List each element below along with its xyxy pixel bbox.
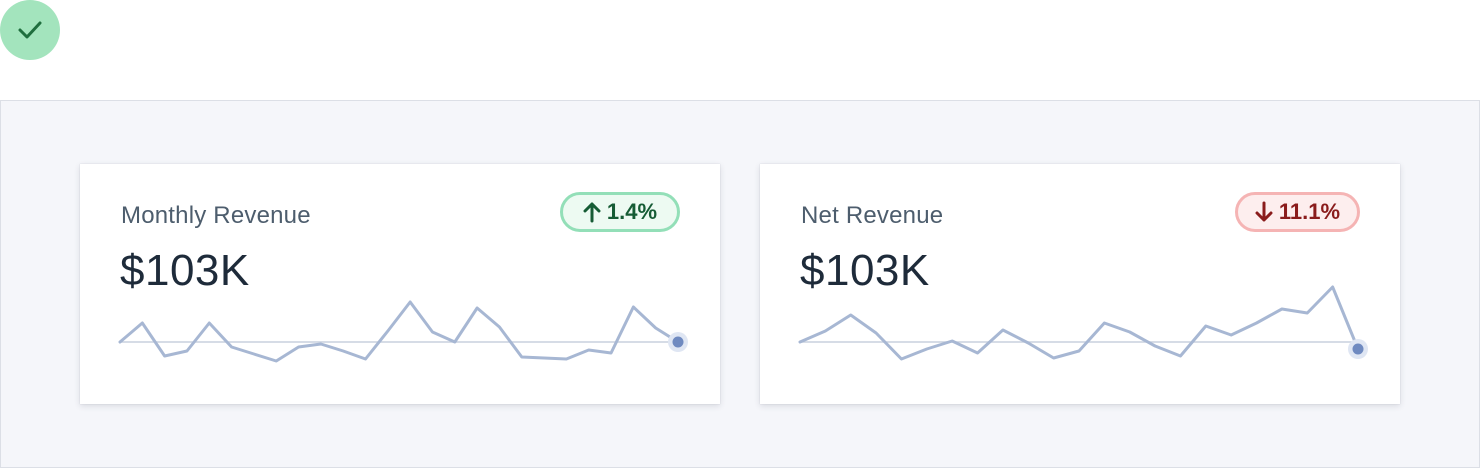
- sparkline-chart: [118, 300, 688, 363]
- sparkline-chart: [798, 285, 1368, 361]
- arrow-up-icon: [583, 202, 601, 223]
- monthly-revenue-card: Monthly Revenue 1.4% $103K: [80, 164, 720, 404]
- status-check-badge: [0, 0, 60, 60]
- card-title: Monthly Revenue: [121, 202, 311, 229]
- sparkline-series: [798, 285, 1360, 361]
- sparkline-endpoint: [672, 336, 684, 348]
- arrow-down-icon: [1255, 201, 1273, 222]
- check-icon: [18, 21, 42, 39]
- card-title: Net Revenue: [801, 202, 944, 229]
- change-badge-up: 1.4%: [560, 192, 680, 232]
- sparkline-endpoint: [1352, 343, 1364, 355]
- change-label: 11.1%: [1278, 199, 1341, 224]
- metrics-panel: Monthly Revenue 1.4% $103K Net Revenue 1…: [0, 100, 1480, 468]
- card-value: $103K: [800, 246, 930, 295]
- change-badge-down: 11.1%: [1235, 192, 1360, 232]
- net-revenue-card: Net Revenue 11.1% $103K: [760, 164, 1400, 404]
- card-value: $103K: [120, 246, 250, 295]
- sparkline-series: [118, 300, 680, 363]
- change-label: 1.4%: [606, 199, 658, 224]
